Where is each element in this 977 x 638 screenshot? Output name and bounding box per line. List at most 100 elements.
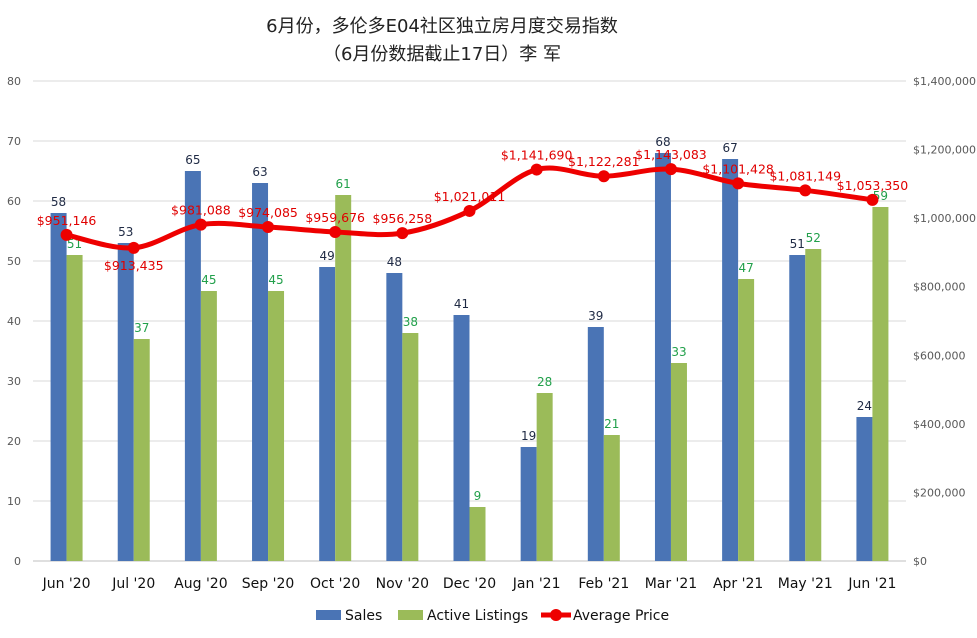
x-tick-label: May '21 bbox=[778, 576, 833, 592]
data-label-average-price: $974,085 bbox=[238, 205, 298, 220]
average-price-point bbox=[127, 241, 140, 254]
data-label-active-listings: 21 bbox=[604, 417, 619, 431]
bar-active-listings bbox=[66, 255, 83, 561]
bar-active-listings bbox=[200, 291, 217, 561]
data-label-sales: 39 bbox=[588, 309, 603, 323]
x-tick-label: Feb '21 bbox=[578, 576, 629, 592]
data-label-active-listings: 38 bbox=[403, 315, 418, 329]
legend-label-active-listings: Active Listings bbox=[427, 608, 528, 624]
x-tick-label: Oct '20 bbox=[310, 576, 360, 592]
average-price-point bbox=[194, 218, 207, 231]
bar-sales bbox=[319, 267, 336, 561]
data-label-sales: 24 bbox=[857, 399, 872, 413]
average-price-point bbox=[262, 221, 275, 234]
data-label-average-price: $1,101,428 bbox=[702, 161, 774, 176]
data-label-sales: 48 bbox=[387, 255, 402, 269]
average-price-point bbox=[463, 204, 476, 217]
y-left-tick-label: 10 bbox=[7, 495, 21, 508]
data-label-average-price: $1,122,281 bbox=[568, 154, 640, 169]
y-left-tick-label: 40 bbox=[7, 315, 21, 328]
average-price-point bbox=[799, 184, 812, 197]
data-label-average-price: $913,435 bbox=[104, 258, 164, 273]
data-label-active-listings: 45 bbox=[201, 273, 216, 287]
data-label-sales: 58 bbox=[51, 195, 66, 209]
average-price-point bbox=[597, 170, 610, 183]
bar-sales bbox=[184, 171, 201, 561]
average-price-point bbox=[60, 228, 73, 241]
data-label-sales: 53 bbox=[118, 225, 133, 239]
data-label-sales: 51 bbox=[790, 237, 805, 251]
average-price-point bbox=[396, 227, 409, 240]
y-right-tick-label: $600,000 bbox=[913, 349, 966, 362]
bar-active-listings bbox=[536, 393, 553, 561]
average-price-point bbox=[664, 163, 677, 176]
bar-active-listings bbox=[402, 333, 419, 561]
data-label-active-listings: 52 bbox=[806, 231, 821, 245]
y-right-tick-label: $800,000 bbox=[913, 281, 966, 294]
data-label-sales: 65 bbox=[185, 153, 200, 167]
data-label-active-listings: 45 bbox=[268, 273, 283, 287]
x-tick-label: Jul '20 bbox=[111, 576, 155, 592]
y-right-tick-label: $1,000,000 bbox=[913, 212, 976, 225]
chart-subtitle: （6月份数据截止17日）李 军 bbox=[322, 44, 562, 65]
bar-active-listings bbox=[670, 363, 687, 561]
bar-sales bbox=[856, 417, 873, 561]
x-tick-label: Jun '20 bbox=[42, 576, 91, 592]
data-label-sales: 68 bbox=[655, 135, 670, 149]
data-label-average-price: $956,258 bbox=[373, 211, 433, 226]
bar-active-listings bbox=[805, 249, 822, 561]
legend-label-sales: Sales bbox=[345, 608, 382, 624]
data-label-average-price: $1,021,011 bbox=[434, 189, 506, 204]
data-label-active-listings: 33 bbox=[671, 345, 686, 359]
data-label-average-price: $959,676 bbox=[305, 210, 365, 225]
data-label-average-price: $1,081,149 bbox=[769, 168, 841, 183]
average-price-point bbox=[329, 225, 342, 238]
bar-sales bbox=[722, 159, 739, 561]
x-tick-label: Nov '20 bbox=[376, 576, 429, 592]
bar-active-listings bbox=[268, 291, 285, 561]
data-label-average-price: $981,088 bbox=[171, 203, 231, 218]
y-right-tick-label: $0 bbox=[913, 555, 927, 568]
legend-marker-average-price bbox=[550, 609, 562, 621]
data-label-active-listings: 37 bbox=[134, 321, 149, 335]
bar-active-listings bbox=[469, 507, 486, 561]
average-price-point bbox=[732, 177, 745, 190]
bar-sales bbox=[117, 243, 134, 561]
y-left-tick-label: 20 bbox=[7, 435, 21, 448]
data-label-active-listings: 61 bbox=[336, 177, 351, 191]
y-left-tick-label: 70 bbox=[7, 135, 21, 148]
x-tick-label: Jun '21 bbox=[847, 576, 896, 592]
bar-active-listings bbox=[738, 279, 755, 561]
y-left-tick-label: 60 bbox=[7, 195, 21, 208]
data-label-average-price: $951,146 bbox=[37, 213, 97, 228]
average-price-point bbox=[866, 193, 879, 206]
bar-active-listings bbox=[335, 195, 352, 561]
y-left-tick-label: 30 bbox=[7, 375, 21, 388]
bar-sales bbox=[252, 183, 269, 561]
bar-sales bbox=[386, 273, 403, 561]
bar-sales bbox=[587, 327, 604, 561]
average-price-point bbox=[530, 163, 543, 176]
bar-sales bbox=[520, 447, 537, 561]
y-left-tick-label: 80 bbox=[7, 75, 21, 88]
x-tick-label: Apr '21 bbox=[713, 576, 763, 592]
x-tick-label: Mar '21 bbox=[645, 576, 698, 592]
x-tick-label: Jan '21 bbox=[512, 576, 561, 592]
y-left-tick-label: 0 bbox=[14, 555, 21, 568]
data-label-average-price: $1,053,350 bbox=[837, 178, 909, 193]
x-tick-label: Aug '20 bbox=[174, 576, 227, 592]
y-right-tick-label: $400,000 bbox=[913, 418, 966, 431]
bar-active-listings bbox=[872, 207, 889, 561]
legend-swatch-active-listings bbox=[398, 610, 423, 620]
chart-title: 6月份，多伦多E04社区独立房月度交易指数 bbox=[266, 16, 618, 37]
bar-active-listings bbox=[603, 435, 620, 561]
bar-sales bbox=[50, 213, 67, 561]
legend-swatch-sales bbox=[316, 610, 341, 620]
y-right-tick-label: $1,400,000 bbox=[913, 75, 976, 88]
bar-active-listings bbox=[133, 339, 150, 561]
y-right-tick-label: $200,000 bbox=[913, 486, 966, 499]
x-tick-label: Sep '20 bbox=[242, 576, 295, 592]
data-label-sales: 67 bbox=[722, 141, 737, 155]
